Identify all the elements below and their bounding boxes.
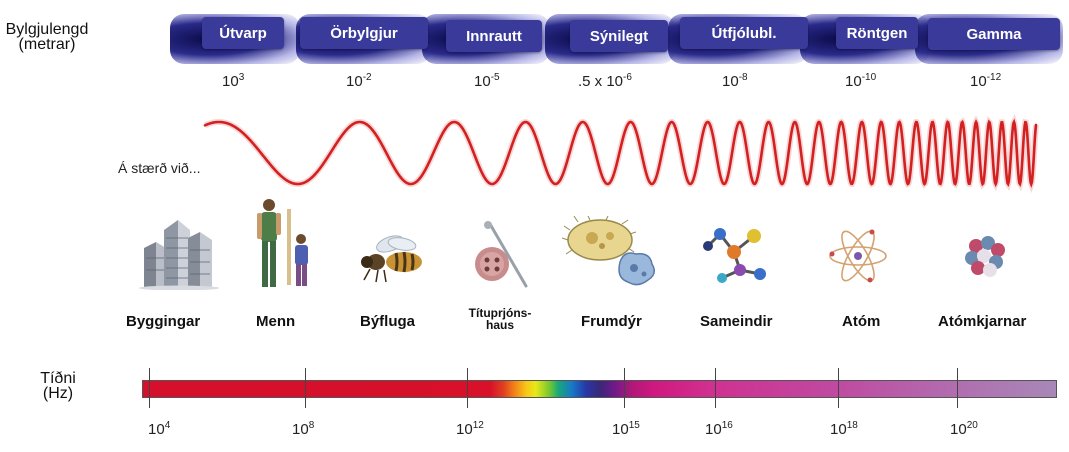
band-label-ultraviolet: Útfjólubl. — [680, 17, 808, 49]
frequency-tick-1e16 — [715, 368, 716, 408]
frequency-tick-1e4 — [149, 368, 150, 408]
object-label-protozoa: Frumdýr — [581, 313, 642, 330]
band-label-radio: Útvarp — [202, 17, 284, 49]
wavelength-radio: 103 — [222, 72, 245, 90]
object-label-bee: Býfluga — [360, 313, 416, 330]
band-label-infrared: Innrautt — [446, 20, 542, 52]
frequency-label-1e8: 108 — [292, 420, 315, 438]
pin-head-icon — [475, 221, 528, 288]
frequency-spectrum-bar — [142, 380, 1057, 398]
bee-icon — [361, 235, 422, 283]
frequency-tick-1e18 — [838, 368, 839, 408]
frequency-tick-1e8 — [305, 368, 306, 408]
frequency-label-1e16: 1016 — [705, 420, 733, 438]
wavelength-microwave: 10-2 — [346, 72, 372, 90]
object-label-people: Menn — [256, 313, 296, 330]
frequency-label-1e20: 1020 — [950, 420, 978, 438]
wave-shadow — [203, 114, 1039, 194]
atom-icon — [829, 229, 887, 283]
band-label-xray: Röntgen — [836, 17, 918, 49]
wavelength-xray: 10-10 — [845, 72, 877, 90]
frequency-tick-1e20 — [957, 368, 958, 408]
frequency-label-1e18: 1018 — [830, 420, 858, 438]
protozoa-icon — [562, 216, 655, 286]
object-label-molecules: Sameindir — [700, 313, 773, 330]
frequency-tick-1e15 — [624, 368, 625, 408]
frequency-tick-1e12 — [467, 368, 468, 408]
wavelength-axis-title: Bylgjulengd (metrar) — [5, 21, 89, 53]
band-label-gamma: Gamma — [928, 18, 1060, 50]
object-label-nuclei: Atómkjarnar — [938, 313, 1027, 330]
wavelength-gamma: 10-12 — [970, 72, 1002, 90]
wavelength-visible: .5 x 10-6 — [578, 72, 632, 90]
size-caption: Á stærð við... — [118, 160, 201, 176]
object-label-atoms: Atóm — [842, 313, 881, 330]
frequency-label-1e15: 1015 — [612, 420, 640, 438]
frequency-label-1e4: 104 — [148, 420, 171, 438]
object-label-pin-head: Títuprjóns- haus — [468, 306, 532, 332]
molecule-icon — [703, 228, 766, 283]
nucleus-icon — [965, 236, 1005, 277]
wave-path — [203, 118, 1038, 188]
people-icon — [257, 199, 308, 287]
band-label-microwave: Örbylgjur — [300, 17, 428, 49]
wavelength-ultraviolet: 10-8 — [722, 72, 748, 90]
frequency-axis-title: Tíðni (Hz) — [40, 370, 76, 402]
buildings-icon — [139, 220, 219, 290]
frequency-label-1e12: 1012 — [456, 420, 484, 438]
object-label-buildings: Byggingar — [126, 313, 201, 330]
band-label-visible: Sýnilegt — [570, 20, 668, 52]
wavelength-infrared: 10-5 — [474, 72, 500, 90]
